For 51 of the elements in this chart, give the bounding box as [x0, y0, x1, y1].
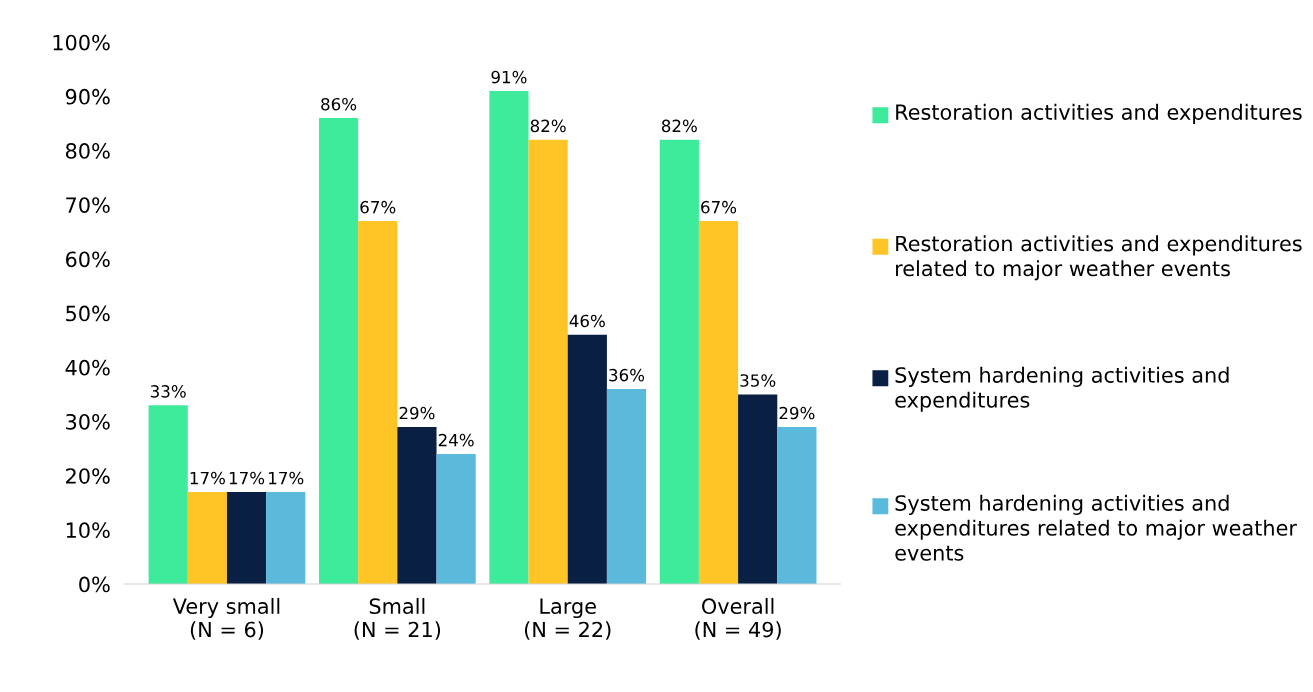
y-tick-label: 50%	[66, 305, 110, 322]
y-tick-label: 30%	[66, 413, 110, 430]
bar	[606, 388, 647, 585]
data-label: 36%	[609, 368, 645, 382]
bar	[318, 118, 359, 585]
y-tick-label: 0%	[79, 576, 110, 593]
bar	[777, 426, 817, 585]
data-label: 24%	[438, 433, 474, 447]
data-label: 46%	[569, 314, 605, 328]
y-tick-label: 100%	[53, 34, 110, 51]
data-label: 86%	[321, 97, 357, 111]
data-label: 67%	[360, 200, 396, 214]
bar	[567, 334, 607, 585]
bar	[266, 491, 306, 585]
data-label: 82%	[530, 119, 566, 133]
data-label: 35%	[740, 374, 776, 387]
data-label: 17%	[229, 471, 265, 485]
y-tick-label: 10%	[66, 522, 110, 539]
x-tick-label: Small (N = 21)	[354, 597, 441, 640]
bar	[226, 491, 267, 585]
data-label: 17%	[190, 471, 225, 485]
data-label: 33%	[150, 385, 186, 398]
x-tick-label: Very small (N = 6)	[172, 597, 280, 640]
bar	[698, 221, 739, 585]
x-tick-label: Overall (N = 49)	[695, 597, 781, 640]
data-label: 82%	[661, 119, 697, 133]
legend-label: System hardening activities and expenditures related to major weather events	[895, 494, 1297, 561]
y-tick-label: 20%	[66, 468, 110, 484]
data-label: 91%	[491, 70, 527, 84]
data-label: 29%	[779, 406, 815, 420]
y-tick-label: 60%	[66, 251, 110, 268]
bar	[528, 139, 568, 585]
legend-label: Restoration activities and expenditures related to major weather events	[896, 235, 1302, 281]
bar	[358, 221, 398, 585]
bar	[397, 426, 437, 585]
bar	[436, 454, 476, 585]
y-tick-label: 80%	[65, 143, 110, 159]
y-tick-label: 40%	[65, 359, 110, 376]
x-tick-label: Large (N = 22)	[524, 598, 611, 640]
legend-label: Restoration activities and expenditures	[896, 103, 1302, 124]
bar	[187, 491, 227, 585]
data-label: 29%	[399, 406, 435, 420]
data-label: 67%	[701, 200, 737, 214]
bar	[659, 139, 699, 585]
y-tick-label: 90%	[65, 88, 110, 105]
y-tick-label: 70%	[66, 197, 110, 213]
legend-label: System hardening activities and expenditures	[895, 366, 1229, 412]
bar	[738, 394, 778, 585]
bar	[148, 405, 188, 585]
data-label: 17%	[269, 471, 304, 485]
bar	[489, 90, 529, 585]
